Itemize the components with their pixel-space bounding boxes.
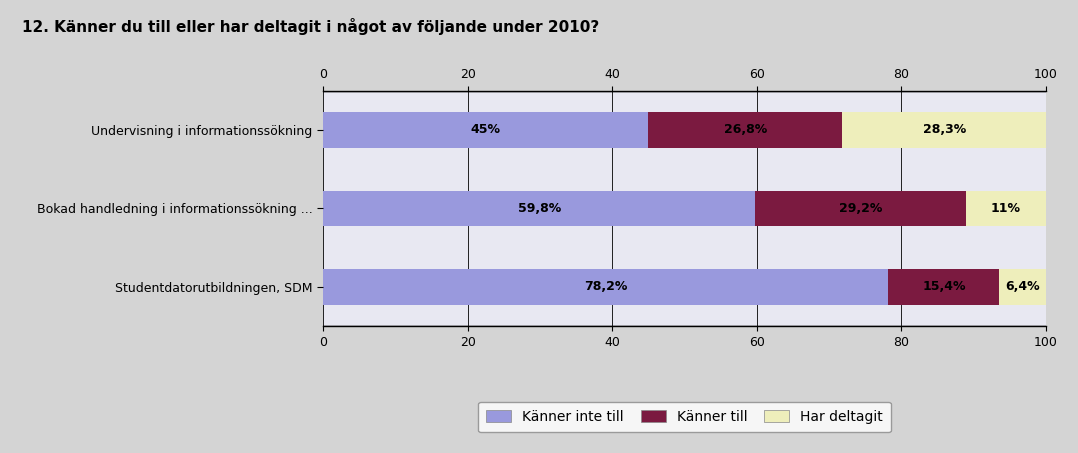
Bar xyxy=(842,112,1047,148)
Text: 26,8%: 26,8% xyxy=(723,123,766,136)
Bar xyxy=(966,191,1046,226)
Legend: Känner inte till, Känner till, Har deltagit: Känner inte till, Känner till, Har delta… xyxy=(478,402,892,432)
Text: 12. Känner du till eller har deltagit i något av följande under 2010?: 12. Känner du till eller har deltagit i … xyxy=(22,18,598,35)
Text: 15,4%: 15,4% xyxy=(922,280,966,294)
Bar xyxy=(999,269,1046,304)
Text: 29,2%: 29,2% xyxy=(839,202,883,215)
Text: 45%: 45% xyxy=(471,123,501,136)
Text: 11%: 11% xyxy=(991,202,1021,215)
Text: 59,8%: 59,8% xyxy=(517,202,561,215)
Text: 28,3%: 28,3% xyxy=(923,123,966,136)
Bar xyxy=(323,269,888,304)
Bar xyxy=(888,269,999,304)
Bar xyxy=(649,112,842,148)
Text: 6,4%: 6,4% xyxy=(1006,280,1040,294)
Bar xyxy=(323,112,649,148)
Bar xyxy=(756,191,966,226)
Text: 78,2%: 78,2% xyxy=(584,280,627,294)
Bar xyxy=(323,191,756,226)
